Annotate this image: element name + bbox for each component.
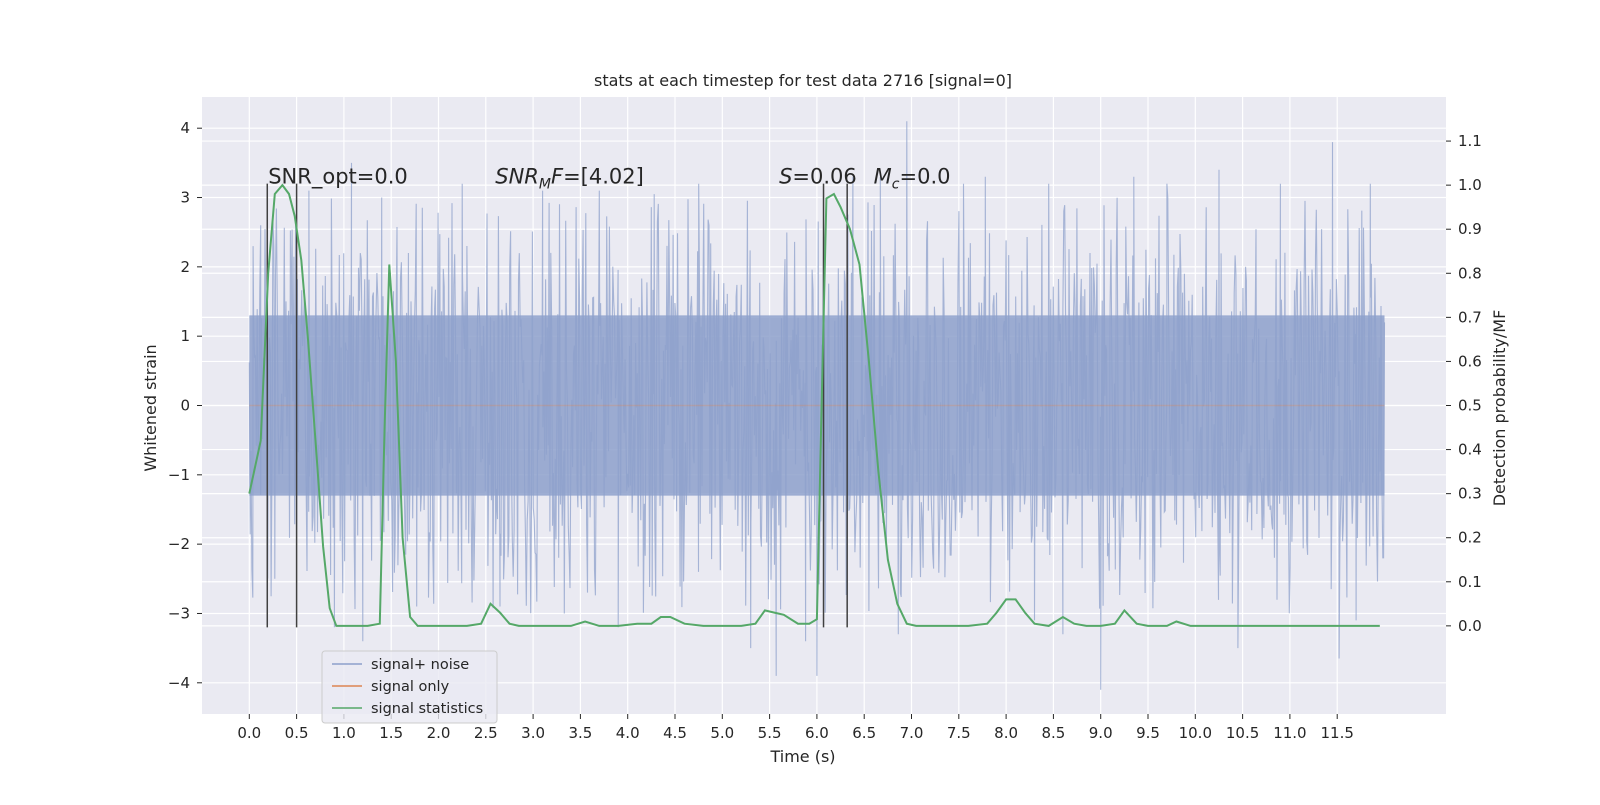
y-tick-label: −4 xyxy=(168,674,190,692)
y2-tick-label: 0.0 xyxy=(1458,617,1482,635)
x-tick-label: 2.0 xyxy=(427,724,451,742)
y-tick-label: −1 xyxy=(168,466,190,484)
y2-tick-label: 0.7 xyxy=(1458,308,1482,326)
x-tick-label: 4.5 xyxy=(663,724,687,742)
x-tick-label: 3.5 xyxy=(568,724,592,742)
y2-tick-label: 1.1 xyxy=(1458,132,1482,150)
x-tick-label: 1.5 xyxy=(379,724,403,742)
annotation-3: Mc=0.0 xyxy=(874,165,951,193)
annotation-0: SNR_opt=0.0 xyxy=(268,165,408,190)
x-tick-label: 3.0 xyxy=(521,724,545,742)
y2-axis-ticks: 0.0 0.1 0.2 0.3 0.4 0.5 0.6 0.7 0.8 0.9 1.0 1.1 xyxy=(1446,132,1482,635)
y2-tick-label: 0.9 xyxy=(1458,220,1482,238)
y-tick-label: 4 xyxy=(180,119,190,137)
x-axis-label: Time (s) xyxy=(769,747,835,766)
marker-lines xyxy=(266,183,848,628)
x-tick-label: 0.5 xyxy=(285,724,309,742)
x-tick-label: 6.0 xyxy=(805,724,829,742)
x-tick-label: 4.0 xyxy=(616,724,640,742)
signal-noise-band xyxy=(249,315,1385,496)
y-tick-label: 1 xyxy=(180,327,190,345)
legend-label-stats: signal statistics xyxy=(371,701,483,717)
signal-noise-series xyxy=(248,121,1386,690)
annotation-value: =0.0 xyxy=(899,165,950,189)
annotation-base: S xyxy=(779,165,792,189)
x-tick-label: 9.0 xyxy=(1089,724,1113,742)
x-tick-label: 7.0 xyxy=(900,724,924,742)
x-tick-label: 5.0 xyxy=(710,724,734,742)
x-tick-label: 8.0 xyxy=(994,724,1018,742)
annotation-value: =[4.02] xyxy=(563,165,644,189)
annotation-1: SNRMF=[4.02] xyxy=(495,165,644,193)
y2-tick-label: 0.8 xyxy=(1458,264,1482,282)
y-tick-label: 2 xyxy=(180,258,190,276)
y2-tick-label: 0.6 xyxy=(1458,352,1482,370)
annotation-2: S=0.06 xyxy=(779,165,857,189)
legend-label-signal: signal only xyxy=(371,679,450,695)
y2-tick-label: 0.4 xyxy=(1458,441,1482,459)
annotation-subscript: c xyxy=(892,177,900,193)
x-tick-label: 5.5 xyxy=(758,724,782,742)
annotation-base: SNR xyxy=(495,165,539,189)
annotation-value: =0.06 xyxy=(792,165,856,189)
x-tick-label: 1.0 xyxy=(332,724,356,742)
x-tick-label: 0.0 xyxy=(237,724,261,742)
y-tick-label: 0 xyxy=(180,397,190,415)
x-tick-label: 10.0 xyxy=(1179,724,1212,742)
annotation-base: F xyxy=(551,165,564,189)
y2-tick-label: 0.2 xyxy=(1458,529,1482,547)
signal-statistics-line xyxy=(248,183,1380,627)
y-tick-label: −2 xyxy=(168,535,190,553)
x-tick-label: 8.5 xyxy=(1041,724,1065,742)
y2-tick-label: 0.1 xyxy=(1458,573,1482,591)
y2-tick-label: 0.3 xyxy=(1458,485,1482,503)
x-tick-label: 7.5 xyxy=(947,724,971,742)
y2-tick-label: 0.5 xyxy=(1458,397,1482,415)
y-tick-label: 3 xyxy=(180,189,190,207)
annotation-subscript: M xyxy=(539,177,551,193)
y-axis-ticks: −4 −3 −2 −1 0 1 2 3 4 xyxy=(168,119,202,692)
x-tick-label: 2.5 xyxy=(474,724,498,742)
legend-box xyxy=(321,650,498,724)
x-tick-label: 6.5 xyxy=(852,724,876,742)
x-tick-label: 11.0 xyxy=(1273,724,1306,742)
y-tick-label: −3 xyxy=(168,604,190,622)
x-tick-label: 11.5 xyxy=(1321,724,1354,742)
x-tick-label: 9.5 xyxy=(1136,724,1160,742)
x-tick-label: 10.5 xyxy=(1226,724,1259,742)
y2-tick-label: 1.0 xyxy=(1458,176,1482,194)
y2-axis-label: Detection probability/MF xyxy=(1490,310,1509,507)
chart-title: stats at each timestep for test data 271… xyxy=(594,71,1012,90)
annotation-base: M xyxy=(874,165,892,189)
legend: signal+ noise signal only signal statist… xyxy=(321,650,498,724)
y-axis-label: Whitened strain xyxy=(141,344,160,471)
x-axis-ticks: 0.0 0.5 1.0 1.5 2.0 2.5 3.0 3.5 4.0 4.5 5.0 5.5 6.0 6… xyxy=(237,714,1354,742)
annotations: SNR_opt=0.0 SNRMF=[4.02] S=0.06 Mc=0.0 xyxy=(268,165,950,193)
signal-statistics-series xyxy=(248,183,1380,627)
legend-label-noise: signal+ noise xyxy=(371,657,469,673)
